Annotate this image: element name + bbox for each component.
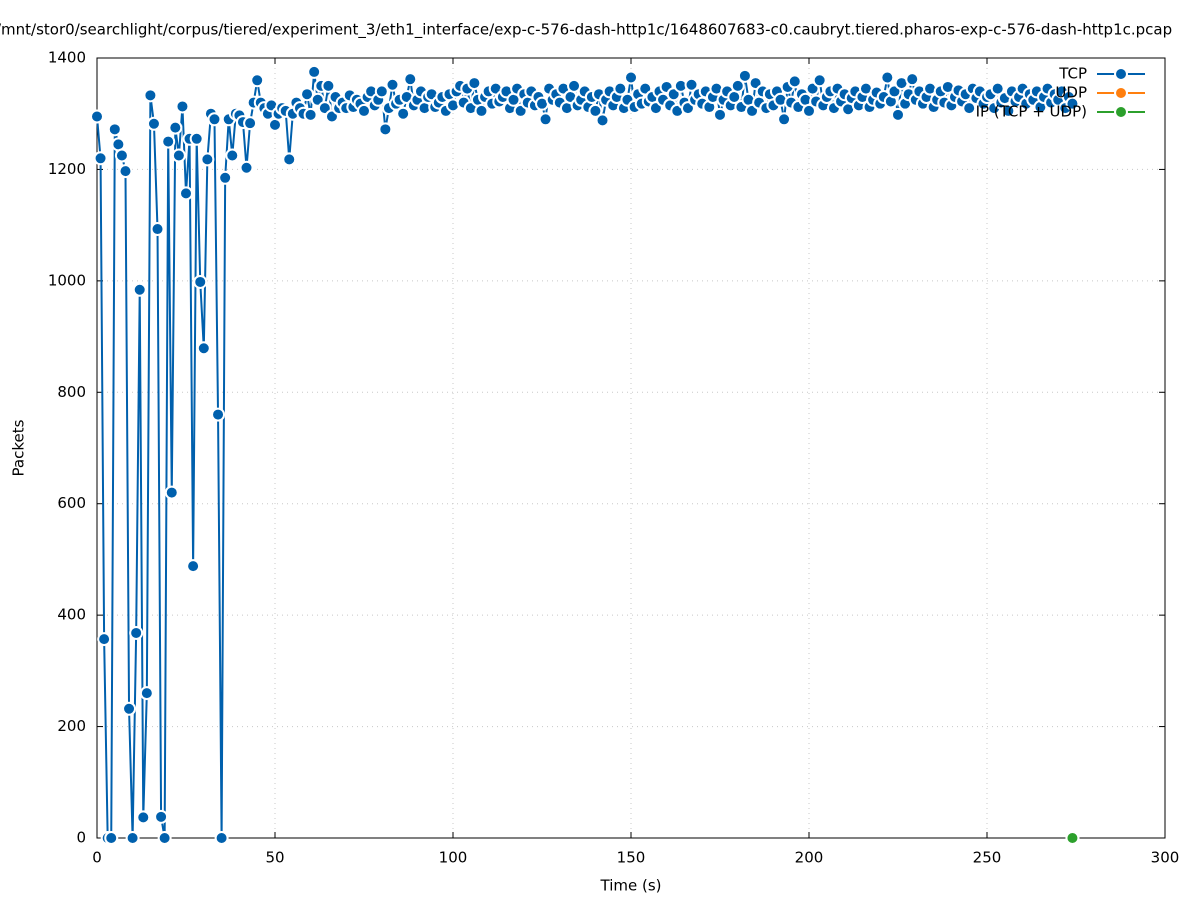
data-point: [307, 64, 322, 79]
x-tick-label: 250: [973, 849, 1002, 867]
data-point: [713, 107, 727, 122]
y-tick-label: 1200: [48, 160, 86, 178]
data-point: [93, 151, 108, 166]
data-point: [97, 632, 112, 647]
data-point: [905, 72, 920, 87]
legend-label: IP (TCP + UDP): [976, 103, 1087, 121]
data-point: [114, 148, 129, 163]
data-point: [90, 109, 104, 124]
data-point: [567, 78, 582, 93]
y-tick-label: 200: [57, 717, 86, 735]
data-point: [962, 101, 977, 116]
data-point: [146, 116, 161, 131]
data-point: [107, 122, 122, 137]
data-point: [104, 831, 119, 845]
data-point: [777, 112, 792, 127]
data-point: [613, 81, 628, 96]
y-axis-label: Packets: [10, 419, 28, 476]
data-point: [179, 186, 193, 201]
data-point: [684, 77, 699, 92]
data-point: [225, 148, 240, 163]
y-tick-label: 1400: [48, 49, 86, 67]
data-point: [396, 106, 411, 121]
x-tick-label: 0: [92, 849, 102, 867]
data-point: [467, 76, 482, 91]
data-point: [880, 70, 895, 85]
data-point: [125, 831, 140, 845]
legend-label: TCP: [1058, 65, 1087, 83]
data-point: [303, 107, 318, 122]
chart-title: /mnt/stor0/searchlight/corpus/tiered/exp…: [0, 21, 1172, 40]
data-point: [474, 103, 489, 118]
data-point: [218, 170, 233, 185]
data-point: [588, 103, 603, 118]
data-point: [1065, 96, 1080, 111]
y-tick-label: 0: [76, 829, 86, 847]
data-point: [150, 222, 165, 237]
data-point: [624, 70, 638, 85]
data-point: [802, 103, 816, 118]
data-point: [357, 103, 371, 118]
data-point: [214, 831, 229, 845]
data-point: [282, 152, 297, 167]
y-tick-label: 400: [57, 606, 86, 624]
data-point: [239, 160, 254, 175]
x-tick-label: 100: [439, 849, 468, 867]
data-point: [787, 74, 802, 89]
data-point: [385, 77, 400, 92]
data-point: [193, 274, 208, 289]
data-point: [161, 134, 176, 149]
data-point: [1065, 831, 1080, 845]
data-point: [168, 120, 183, 135]
data-point: [1001, 103, 1016, 118]
data-point: [403, 72, 418, 87]
data-point: [164, 485, 179, 500]
data-point: [737, 68, 752, 83]
data-point: [891, 107, 905, 122]
y-tick-label: 1000: [48, 271, 86, 289]
data-point: [321, 78, 336, 93]
data-point: [157, 831, 172, 845]
data-point: [129, 625, 144, 640]
data-point: [207, 112, 222, 127]
data-point: [812, 73, 827, 88]
data-point: [300, 87, 315, 102]
y-tick-label: 800: [57, 383, 86, 401]
data-point: [189, 131, 204, 146]
legend-marker: [1114, 67, 1128, 81]
legend-marker: [1114, 86, 1128, 100]
data-point: [143, 88, 158, 103]
series-line: [96, 71, 1074, 839]
data-point: [250, 73, 265, 88]
x-tick-label: 200: [795, 849, 824, 867]
data-point: [132, 282, 147, 297]
data-point: [154, 809, 169, 824]
data-point: [538, 112, 553, 127]
data-point: [118, 164, 133, 179]
data-point: [990, 81, 1005, 96]
data-point: [171, 148, 186, 163]
legend-marker: [1114, 105, 1128, 119]
data-point: [200, 152, 215, 167]
data-point: [186, 559, 201, 574]
data-point: [595, 113, 610, 128]
data-point: [139, 686, 154, 701]
data-point: [175, 99, 190, 114]
x-tick-label: 50: [265, 849, 284, 867]
legend-label: UDP: [1055, 84, 1087, 102]
plot-border: [96, 57, 1166, 839]
data-point: [122, 701, 137, 716]
x-tick-label: 150: [617, 849, 646, 867]
x-tick-label: 300: [1151, 849, 1180, 867]
data-point: [211, 407, 226, 422]
x-axis-label: Time (s): [600, 877, 662, 895]
y-tick-label: 600: [57, 494, 86, 512]
data-point: [196, 341, 211, 356]
data-point: [136, 810, 151, 825]
data-point: [243, 116, 258, 131]
data-point: [374, 84, 389, 99]
data-point: [730, 78, 745, 93]
data-point: [378, 122, 393, 137]
